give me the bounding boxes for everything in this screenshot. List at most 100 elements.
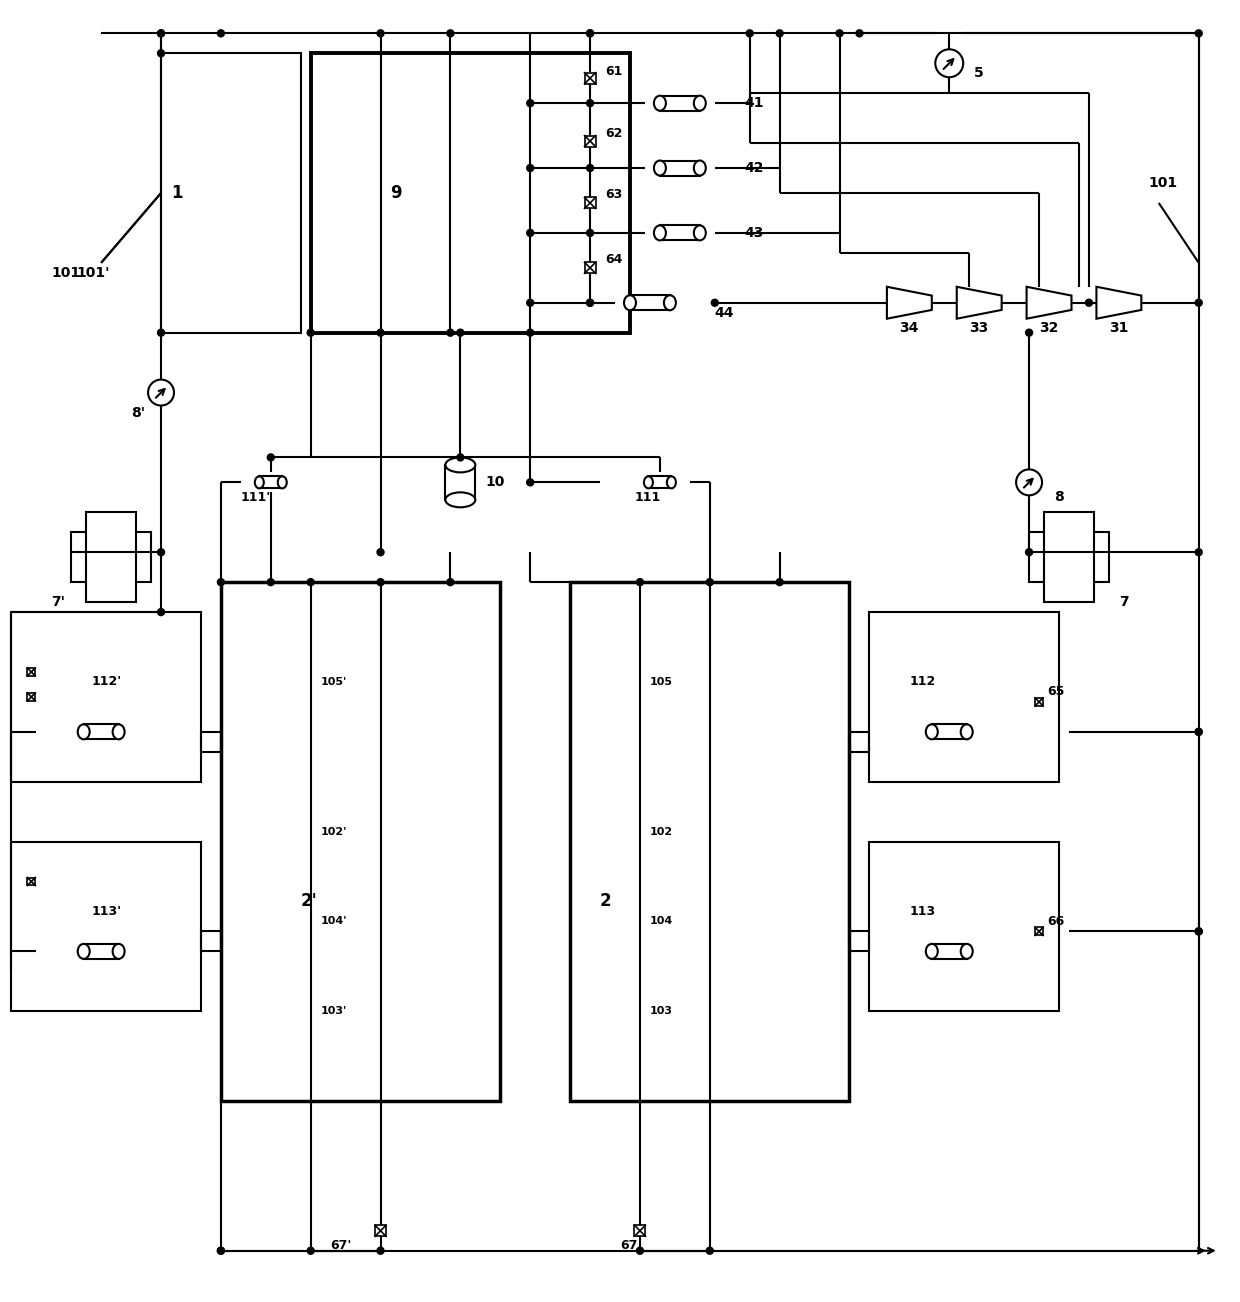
Text: 10: 10 — [485, 475, 505, 490]
Bar — [71, 533, 151, 582]
Ellipse shape — [624, 296, 636, 310]
Ellipse shape — [694, 160, 706, 176]
Ellipse shape — [254, 477, 264, 488]
Text: 65: 65 — [1047, 685, 1064, 698]
Circle shape — [587, 299, 594, 306]
Circle shape — [157, 608, 165, 616]
Text: 2': 2' — [301, 892, 317, 910]
Text: 67: 67 — [620, 1240, 637, 1253]
Circle shape — [776, 30, 784, 36]
Ellipse shape — [694, 95, 706, 111]
Text: 62: 62 — [605, 126, 622, 139]
Text: 104': 104' — [321, 917, 347, 927]
Polygon shape — [1027, 286, 1071, 319]
Circle shape — [157, 30, 165, 36]
Circle shape — [527, 299, 533, 306]
Text: 63: 63 — [605, 189, 622, 202]
Circle shape — [527, 100, 533, 107]
Circle shape — [587, 30, 594, 36]
Text: 111: 111 — [635, 491, 661, 504]
Bar — [259, 477, 283, 488]
Text: 34: 34 — [899, 320, 919, 335]
Circle shape — [1195, 928, 1203, 935]
Circle shape — [217, 1247, 224, 1254]
Circle shape — [587, 30, 594, 36]
Text: 41: 41 — [745, 96, 764, 111]
Circle shape — [746, 30, 753, 36]
Text: 103': 103' — [321, 1006, 347, 1017]
Bar — [27, 668, 35, 676]
Text: 1: 1 — [171, 184, 182, 202]
Polygon shape — [957, 286, 1002, 319]
Bar — [374, 1225, 386, 1236]
Circle shape — [308, 329, 314, 336]
Ellipse shape — [926, 724, 937, 740]
Ellipse shape — [644, 477, 653, 488]
Text: 101': 101' — [76, 266, 109, 280]
Text: 61: 61 — [605, 65, 622, 78]
Bar — [660, 95, 699, 111]
Circle shape — [308, 578, 314, 586]
Bar — [931, 724, 967, 740]
Polygon shape — [1096, 286, 1141, 319]
Ellipse shape — [667, 477, 676, 488]
Ellipse shape — [278, 477, 286, 488]
Bar — [584, 198, 595, 208]
Text: 111': 111' — [241, 491, 272, 504]
Circle shape — [587, 299, 594, 306]
Circle shape — [268, 454, 274, 461]
Ellipse shape — [926, 944, 937, 958]
Circle shape — [1195, 728, 1203, 736]
Bar — [11, 841, 201, 1012]
Circle shape — [856, 30, 863, 36]
Circle shape — [836, 30, 843, 36]
Bar — [27, 693, 35, 700]
Bar — [221, 582, 500, 1101]
Text: 5: 5 — [975, 66, 985, 81]
Circle shape — [1195, 30, 1203, 36]
Circle shape — [377, 1247, 384, 1254]
Circle shape — [587, 229, 594, 237]
Bar — [869, 612, 1059, 781]
Circle shape — [446, 30, 454, 36]
Text: 103: 103 — [650, 1006, 673, 1017]
Bar — [660, 160, 699, 176]
Ellipse shape — [78, 724, 89, 740]
Circle shape — [308, 1247, 314, 1254]
Circle shape — [217, 1247, 224, 1254]
Circle shape — [587, 164, 594, 172]
Circle shape — [148, 380, 174, 405]
Circle shape — [712, 299, 718, 306]
Circle shape — [157, 329, 165, 336]
Circle shape — [587, 100, 594, 107]
Text: 67': 67' — [331, 1240, 352, 1253]
Bar — [931, 944, 967, 958]
Text: 8: 8 — [1054, 491, 1064, 504]
Circle shape — [1195, 548, 1203, 556]
Text: 113': 113' — [92, 905, 122, 918]
Text: 104: 104 — [650, 917, 673, 927]
Circle shape — [636, 1247, 644, 1254]
Text: 101: 101 — [1148, 176, 1178, 190]
Text: 33: 33 — [970, 320, 988, 335]
Text: 32: 32 — [1039, 320, 1059, 335]
Circle shape — [377, 548, 384, 556]
Circle shape — [527, 329, 533, 336]
Bar — [570, 582, 849, 1101]
Text: 102': 102' — [321, 827, 347, 837]
Circle shape — [157, 49, 165, 57]
Bar — [84, 724, 119, 740]
Circle shape — [446, 578, 454, 586]
Ellipse shape — [653, 95, 666, 111]
Text: 113: 113 — [909, 905, 935, 918]
Bar — [1044, 512, 1094, 602]
Bar — [311, 53, 630, 333]
Ellipse shape — [113, 724, 124, 740]
Bar — [660, 225, 699, 241]
Text: 7': 7' — [51, 595, 66, 609]
Circle shape — [1025, 329, 1033, 336]
Bar — [11, 612, 201, 781]
Text: 64: 64 — [605, 254, 622, 267]
Circle shape — [527, 229, 533, 237]
Circle shape — [157, 548, 165, 556]
